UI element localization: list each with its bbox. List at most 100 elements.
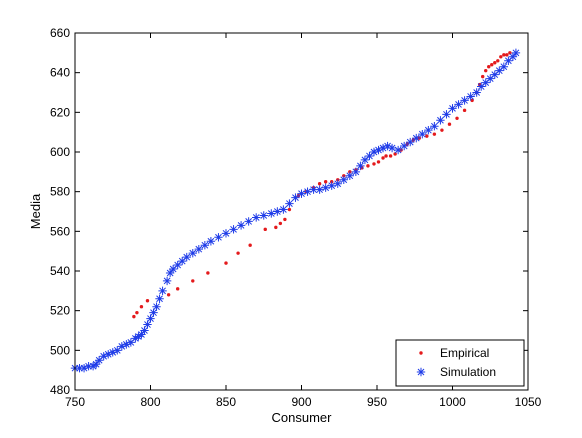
empirical-point: [224, 261, 228, 265]
simulation-point: [131, 334, 140, 343]
empirical-point: [470, 98, 474, 103]
empirical-point: [283, 217, 287, 222]
legend-dot-icon: [419, 351, 423, 355]
x-tick-label: 1000: [439, 395, 466, 409]
simulation-point: [88, 362, 98, 371]
simulation-point: [360, 155, 370, 165]
simulation-point: [454, 100, 463, 109]
y-tick-label: 500: [50, 343, 70, 357]
x-tick-label: 850: [216, 395, 236, 409]
empirical-point: [499, 55, 503, 59]
legend-marker-empirical: [419, 351, 423, 355]
simulation-point: [374, 145, 383, 155]
empirical-point: [493, 61, 497, 65]
simulation-point: [418, 129, 427, 139]
simulation-point: [122, 340, 131, 349]
empirical-point: [484, 68, 488, 73]
simulation-point: [236, 221, 246, 230]
y-tick-label: 580: [50, 185, 70, 199]
y-tick-label: 520: [50, 304, 70, 318]
legend: Empirical Simulation: [395, 339, 525, 387]
empirical-point: [447, 122, 452, 126]
simulation-point: [108, 348, 117, 357]
simulation-point: [285, 199, 294, 208]
simulation-point: [424, 125, 433, 135]
simulation-point: [472, 88, 481, 97]
empirical-point: [287, 207, 292, 212]
simulation-point: [387, 143, 397, 153]
simulation-point: [134, 332, 143, 341]
empirical-point: [139, 305, 144, 309]
empirical-point: [206, 271, 210, 275]
simulation-point: [481, 78, 490, 87]
empirical-point: [508, 51, 512, 55]
empirical-point: [145, 299, 150, 303]
simulation-point: [508, 52, 518, 61]
legend-label-empirical: Empirical: [440, 346, 489, 360]
empirical-point: [132, 314, 136, 319]
y-axis-label: Media: [28, 193, 43, 229]
empirical-point: [487, 65, 491, 69]
simulation-point: [495, 66, 504, 75]
legend-asterisk-icon: [416, 367, 426, 377]
simulation-point: [162, 276, 172, 286]
simulation-point: [165, 268, 175, 278]
simulation-point: [173, 260, 182, 270]
simulation-point: [137, 330, 146, 339]
empirical-point: [462, 108, 467, 113]
simulation-point: [297, 189, 306, 198]
legend-marker-simulation: [416, 367, 426, 377]
empirical-point: [166, 293, 171, 297]
simulation-point: [356, 161, 365, 171]
empirical-point: [481, 74, 485, 79]
simulation-point: [333, 179, 342, 188]
empirical-point: [505, 53, 509, 57]
simulation-point: [244, 217, 253, 226]
simulation-point: [152, 302, 161, 311]
y-tick-label: 560: [50, 224, 70, 238]
empirical-point: [388, 154, 393, 158]
simulation-point: [466, 92, 475, 101]
simulation-point: [149, 308, 158, 317]
simulation-point: [345, 171, 355, 180]
simulation-point: [476, 82, 486, 91]
empirical-point: [317, 182, 322, 186]
simulation-point: [140, 326, 149, 335]
empirical-point: [432, 132, 437, 136]
legend-box: [395, 339, 525, 387]
simulation-point: [399, 141, 409, 151]
simulation-point: [436, 116, 445, 125]
empirical-point: [393, 152, 397, 156]
simulation-point: [430, 122, 439, 131]
simulation-point: [91, 360, 101, 369]
y-tick-label: 640: [50, 66, 70, 80]
empirical-point: [384, 154, 388, 158]
x-axis-label: Consumer: [272, 410, 333, 425]
empirical-point: [278, 221, 283, 226]
simulation-point: [486, 74, 495, 83]
x-tick-label: 950: [367, 395, 387, 409]
simulation-point: [178, 256, 187, 266]
simulation-point: [267, 209, 276, 218]
series-simulation: [70, 48, 521, 373]
empirical-point: [135, 310, 139, 315]
simulation-point: [182, 252, 191, 262]
y-tick-label: 600: [50, 145, 70, 159]
x-tick-label: 800: [140, 395, 160, 409]
simulation-point: [146, 314, 155, 323]
simulation-point: [412, 133, 421, 143]
series-empirical: [132, 51, 512, 319]
simulation-point: [155, 294, 164, 303]
x-tick-label: 750: [65, 395, 85, 409]
simulation-point: [504, 56, 513, 65]
empirical-point: [496, 59, 500, 63]
axis-ticks: 750 800 850 900 950 1000 1050 480 500 520 540 560 58…: [50, 26, 542, 409]
y-tick-label: 660: [50, 26, 70, 40]
simulation-point: [214, 233, 223, 242]
simulation-point: [511, 48, 521, 58]
simulation-point: [499, 62, 509, 71]
empirical-point: [274, 225, 278, 230]
simulation-point: [113, 346, 122, 355]
empirical-point: [191, 279, 195, 283]
